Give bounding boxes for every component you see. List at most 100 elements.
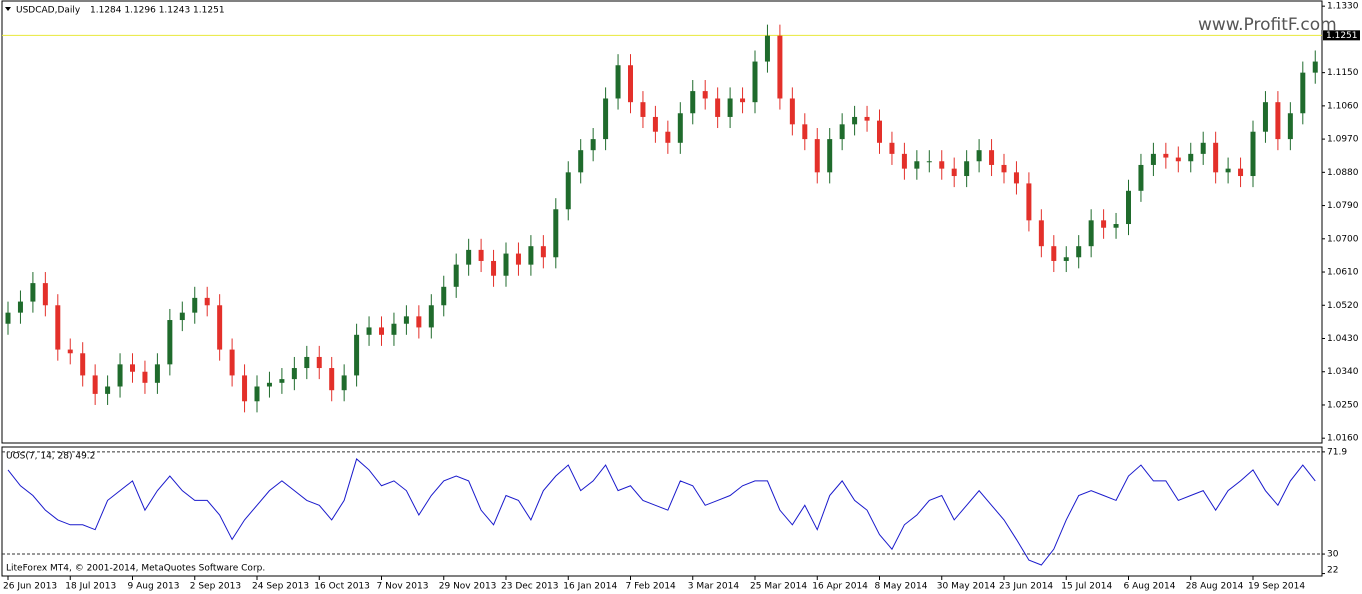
candle-body — [677, 113, 683, 143]
candle-body — [403, 316, 409, 324]
candle-body — [989, 150, 995, 165]
candle-body — [615, 65, 621, 99]
y-tick-label: 1.0250 — [1327, 400, 1359, 410]
candle-body — [30, 283, 36, 302]
candle-body — [1063, 257, 1069, 261]
candle-body — [1312, 61, 1318, 73]
x-tick-label: 2 Sep 2013 — [190, 582, 241, 592]
candle-body — [590, 139, 596, 151]
chart-title: USDCAD,Daily — [16, 6, 81, 16]
candle-body — [1038, 220, 1044, 247]
price-panel — [1, 0, 1323, 444]
x-tick-label: 7 Feb 2014 — [626, 582, 677, 592]
candle-body — [877, 120, 882, 143]
candle-body — [640, 102, 646, 117]
oscillator-title: UOS(7, 14, 28) 49.2 — [6, 452, 95, 462]
menu-arrow — [5, 7, 11, 11]
candle-body — [914, 161, 920, 169]
candle-body — [341, 375, 347, 391]
x-tick-label: 23 Dec 2013 — [501, 582, 559, 592]
candle-body — [764, 35, 770, 62]
watermark: www.ProfitF.com — [1198, 15, 1337, 35]
candle-body — [42, 283, 48, 306]
y-tick-label: 1.0790 — [1327, 201, 1359, 211]
candle-body — [229, 349, 235, 376]
candle-body — [1013, 172, 1019, 184]
y-tick-label: 1.1150 — [1327, 68, 1359, 78]
candle-body — [503, 253, 509, 276]
candle-body — [628, 65, 633, 103]
candle-body — [491, 260, 497, 276]
x-tick-label: 8 May 2014 — [875, 582, 928, 592]
candle-body — [789, 98, 795, 125]
candle-body — [130, 364, 135, 372]
x-tick-label: 23 Jun 2014 — [999, 582, 1053, 592]
x-tick-label: 3 Mar 2014 — [688, 582, 740, 592]
footer: LiteForex MT4, © 2001-2014, MetaQuotes S… — [6, 564, 265, 574]
candle-body — [926, 161, 932, 163]
candle-body — [1275, 102, 1281, 140]
candle-body — [92, 375, 98, 394]
candle-body — [528, 246, 534, 265]
candle-body — [217, 305, 223, 350]
x-tick-label: 29 Nov 2013 — [439, 582, 497, 592]
candle-body — [1001, 164, 1007, 173]
x-tick-label: 7 Nov 2013 — [377, 582, 429, 592]
candle-body — [777, 35, 783, 99]
candle-body — [117, 364, 123, 387]
x-tick-label: 18 Jul 2013 — [65, 582, 116, 592]
candle-body — [80, 353, 86, 376]
candle-body — [964, 161, 970, 177]
candle-body — [67, 349, 73, 354]
x-tick-label: 30 May 2014 — [937, 582, 996, 592]
candle-body — [329, 368, 335, 391]
candle-body — [864, 116, 870, 121]
y-tick-label: 1.0520 — [1327, 301, 1359, 311]
candle-body — [852, 116, 858, 125]
candle-body — [379, 327, 384, 335]
candle-body — [553, 209, 559, 258]
candle-body — [266, 382, 272, 387]
candle-body — [814, 139, 820, 173]
candle-body — [889, 142, 895, 154]
candle-body — [192, 297, 198, 313]
candle-body — [179, 312, 185, 321]
candle-body — [441, 286, 447, 306]
y-tick-label: 1.0340 — [1327, 367, 1359, 377]
ohlc-values: 1.1284 1.1296 1.1243 1.1251 — [90, 6, 225, 16]
candle-body — [17, 301, 23, 313]
candle-body — [142, 371, 148, 383]
candle-body — [515, 253, 521, 265]
x-tick-label: 15 Jul 2014 — [1061, 582, 1112, 592]
candle-body — [939, 161, 945, 169]
candle-body — [1200, 142, 1206, 154]
candle-body — [391, 323, 397, 335]
candle-body — [1238, 168, 1244, 177]
candle-body — [428, 305, 434, 328]
candle-body — [1126, 190, 1131, 225]
current-price-box — [1323, 30, 1360, 41]
candle-body — [976, 150, 982, 162]
candle-body — [1188, 153, 1194, 162]
candle-body — [1213, 142, 1219, 173]
y-tick-label: 1.0610 — [1327, 268, 1359, 278]
x-tick-label: 25 Mar 2014 — [750, 582, 807, 592]
candle-body — [55, 305, 61, 350]
candle-body — [416, 316, 422, 328]
candle-body — [5, 312, 11, 324]
candle-body — [242, 375, 248, 402]
candle-body — [1287, 113, 1293, 140]
candle-body — [316, 356, 322, 369]
x-tick-label: 28 Aug 2014 — [1186, 582, 1244, 592]
candle-body — [827, 139, 833, 173]
candle-body — [839, 124, 845, 140]
y-tick-label: 22 — [1327, 566, 1338, 576]
candle-body — [652, 116, 658, 132]
y-tick-label: 1.0700 — [1327, 234, 1359, 244]
candle-body — [690, 91, 696, 114]
candle-body — [727, 98, 733, 117]
x-tick-label: 16 Jan 2014 — [563, 582, 617, 592]
candle-body — [565, 172, 571, 210]
candle-body — [154, 364, 160, 383]
